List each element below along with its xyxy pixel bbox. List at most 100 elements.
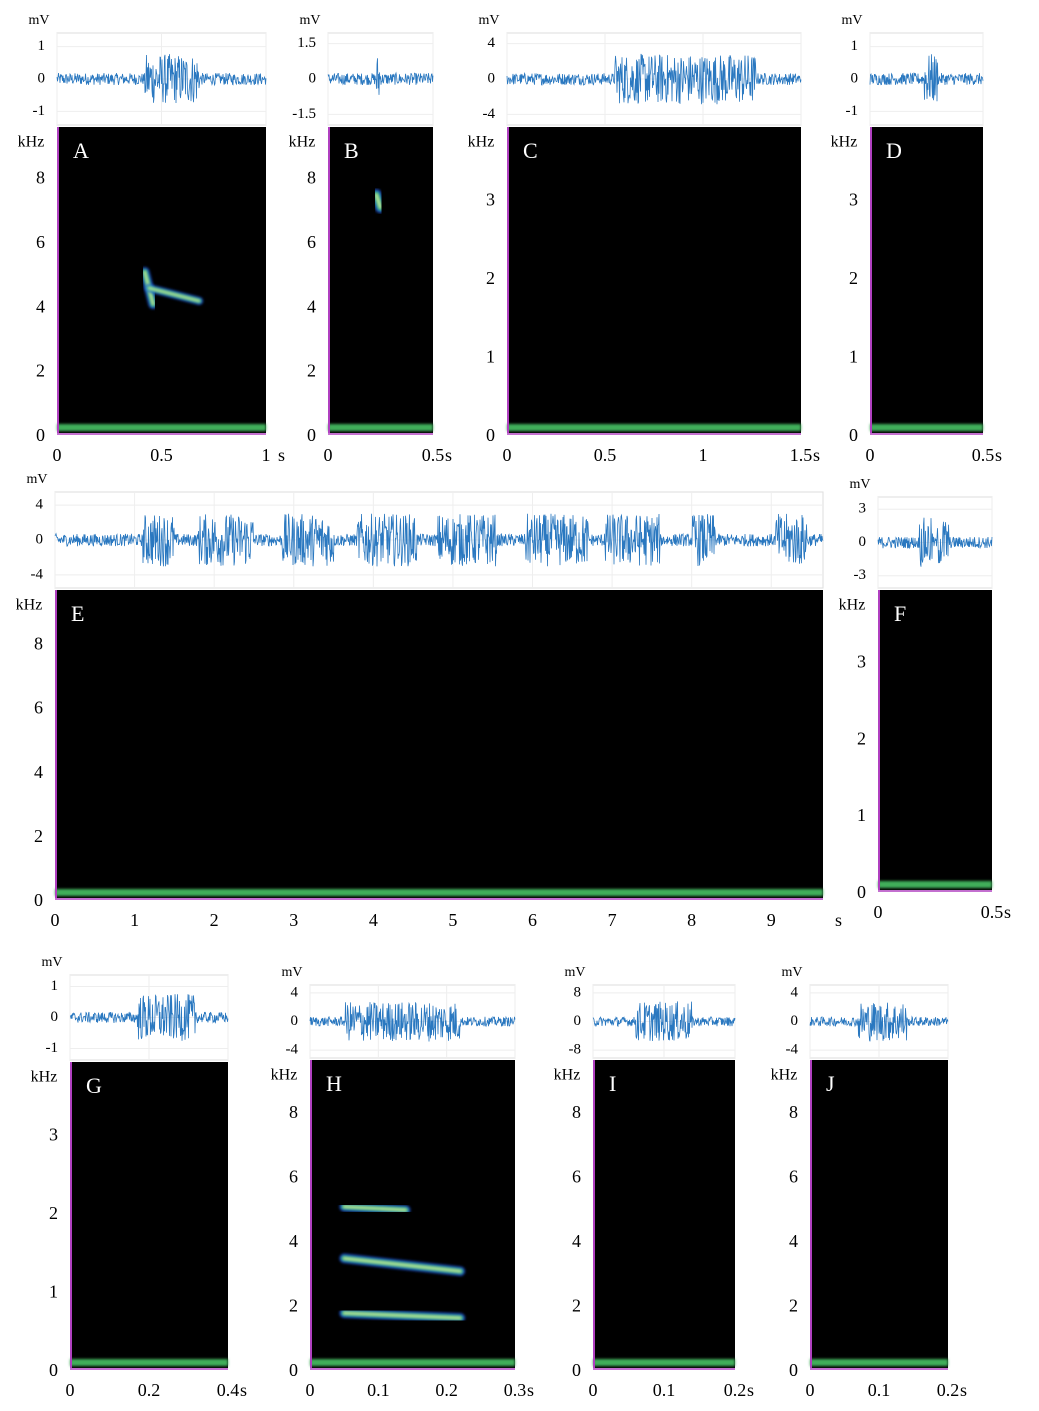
y-tick-label: 1 [857,805,866,825]
y-axis-unit: kHz [468,134,495,151]
y-tick-label: 8 [34,633,43,653]
wave-tick-label: 1 [851,38,859,54]
x-tick-label: 0.4 [217,1380,240,1400]
y-tick-label: 3 [849,190,858,210]
x-tick-label: 0.2 [435,1380,458,1400]
wave-axis-unit: mV [842,13,863,28]
wave-tick-label: 0 [309,70,317,86]
wave-axis-unit: mV [850,477,871,492]
panel: -4 0 4 0 0.1 0.2 0.3 s mV 0 2 4 6 8 kHz H [271,965,534,1400]
x-tick-label: 0 [66,1380,75,1400]
x-tick-label: 1.5 [790,445,813,465]
panel: -1 0 1 0 0.5 s mV 0 1 2 3 kHz D [831,13,1002,465]
spectrogram-bg [57,127,266,433]
spectrogram-bg [870,127,983,433]
call-core [375,193,382,209]
x-tick-label: 0.2 [724,1380,747,1400]
y-axis-unit: kHz [31,1069,58,1086]
wave-axis-unit: mV [42,955,63,970]
x-tick-label: 7 [608,910,617,930]
waveform [56,54,267,104]
y-tick-label: 0 [49,1360,58,1380]
wave-tick-label: 0 [38,70,46,86]
x-tick-label: 6 [528,910,537,930]
y-tick-label: 2 [572,1296,581,1316]
waveform [69,994,229,1041]
wave-tick-label: 4 [488,35,496,51]
y-tick-label: 4 [572,1231,581,1251]
y-tick-label: 0 [289,1360,298,1380]
x-tick-label: 0 [874,902,883,922]
y-tick-label: 0 [36,425,45,445]
y-tick-label: 8 [789,1102,798,1122]
y-tick-label: 6 [36,232,45,252]
call [370,189,387,214]
noise-band [310,1359,515,1366]
noise-band [878,881,992,888]
panel: -3 0 3 0 0.5 s mV 0 1 2 3 kHz F [839,477,1011,922]
wave-tick-label: -1 [846,103,859,119]
x-tick-label: 0 [53,445,62,465]
y-tick-label: 2 [289,1296,298,1316]
x-tick-label: 0.2 [138,1380,161,1400]
y-axis-unit: kHz [831,134,858,151]
x-tick-label: 0.5 [981,902,1004,922]
x-tick-label: 0.5 [972,445,995,465]
y-tick-label: 6 [572,1167,581,1187]
wave-tick-label: -4 [786,1042,799,1058]
y-tick-label: 2 [307,361,316,381]
x-tick-label: 1 [699,445,708,465]
panel: -1.5 0 1.5 0 0.5 s mV 0 2 4 6 8 kHz B [289,13,452,465]
call [339,1201,411,1215]
x-tick-label: 3 [289,910,298,930]
y-tick-label: 3 [49,1125,58,1145]
y-tick-label: 0 [307,425,316,445]
y-tick-label: 4 [289,1231,298,1251]
x-tick-label: 0.2 [937,1380,960,1400]
x-axis-unit: s [527,1380,534,1400]
wave-axis-unit: mV [300,13,321,28]
panel: -4 0 4 0 0.5 1 1.5 s mV 0 1 2 3 kHz C [468,13,820,465]
x-tick-label: 9 [767,910,776,930]
call [144,284,204,305]
y-tick-label: 4 [34,762,43,782]
wave-tick-label: -4 [483,106,496,122]
wave-tick-label: 0 [791,1013,799,1029]
wave-tick-label: 4 [36,497,44,513]
x-axis-unit: s [240,1380,247,1400]
x-tick-label: 0 [306,1380,315,1400]
x-tick-label: 0 [589,1380,598,1400]
y-tick-label: 0 [572,1360,581,1380]
x-axis-unit: s [813,445,820,465]
spectrogram-bg [507,127,801,433]
y-tick-label: 2 [857,728,866,748]
wave-tick-label: 4 [791,984,799,1000]
call-core [343,1205,407,1211]
waveform [506,53,802,105]
y-axis-unit: kHz [554,1067,581,1084]
y-tick-label: 6 [289,1167,298,1187]
wave-tick-label: 0 [488,70,496,86]
waveform [877,517,993,567]
x-tick-label: 0 [324,445,333,465]
y-tick-label: 8 [572,1102,581,1122]
panel-label: D [886,138,902,163]
noise-band [57,424,266,431]
x-tick-label: 0.1 [653,1380,676,1400]
x-tick-label: 1 [262,445,271,465]
y-tick-label: 3 [857,651,866,671]
x-axis-unit: s [835,910,842,930]
noise-band [55,889,823,896]
y-tick-label: 0 [34,890,43,910]
x-tick-label: 0 [51,910,60,930]
y-tick-label: 2 [486,268,495,288]
noise-band [593,1359,735,1366]
wave-tick-label: -3 [854,567,867,583]
y-axis-unit: kHz [18,134,45,151]
waveform [54,513,824,567]
x-axis-unit: s [1004,902,1011,922]
x-tick-label: 8 [687,910,696,930]
panel-label: B [344,138,359,163]
panel-label: F [894,601,906,626]
